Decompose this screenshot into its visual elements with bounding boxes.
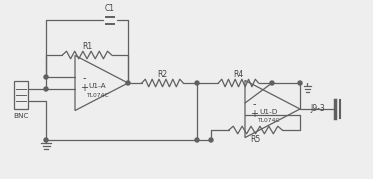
Circle shape bbox=[44, 87, 48, 91]
Text: +: + bbox=[250, 108, 258, 118]
Text: R1: R1 bbox=[82, 42, 92, 50]
Text: R5: R5 bbox=[250, 134, 261, 144]
Circle shape bbox=[209, 138, 213, 142]
Circle shape bbox=[195, 81, 199, 85]
Circle shape bbox=[126, 81, 130, 85]
Circle shape bbox=[195, 138, 199, 142]
Circle shape bbox=[44, 75, 48, 79]
Text: J9-3: J9-3 bbox=[310, 103, 325, 112]
Circle shape bbox=[44, 138, 48, 142]
Text: C1: C1 bbox=[105, 4, 115, 13]
Text: +: + bbox=[80, 83, 88, 93]
Bar bbox=[14, 81, 28, 109]
Text: BNC: BNC bbox=[13, 113, 29, 119]
Circle shape bbox=[298, 81, 302, 85]
Text: TL074C: TL074C bbox=[86, 93, 109, 98]
Text: U1-A: U1-A bbox=[88, 83, 106, 89]
Text: TL074C: TL074C bbox=[257, 118, 279, 124]
Text: R4: R4 bbox=[233, 69, 244, 79]
Text: U1-D: U1-D bbox=[259, 109, 277, 115]
Text: R2: R2 bbox=[157, 69, 167, 79]
Text: -: - bbox=[82, 74, 86, 83]
Text: -: - bbox=[252, 100, 256, 110]
Circle shape bbox=[270, 81, 274, 85]
